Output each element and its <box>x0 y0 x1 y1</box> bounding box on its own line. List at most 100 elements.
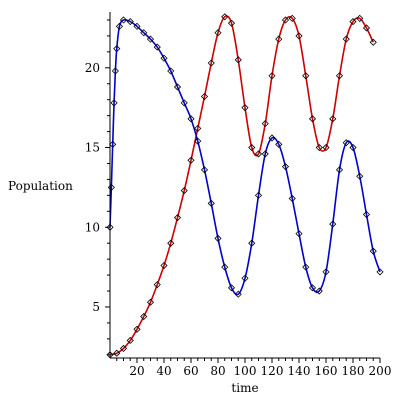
x-tick-label: 120 <box>261 364 284 378</box>
diamond-marker <box>268 134 276 142</box>
diamond-marker <box>315 143 323 152</box>
diamond-marker <box>109 140 117 148</box>
diamond-marker <box>281 16 290 24</box>
diamond-marker <box>261 120 269 128</box>
marker-series-1 <box>106 13 377 359</box>
diamond-marker <box>322 143 330 152</box>
diamond-marker <box>167 239 175 247</box>
diamond-marker <box>110 99 118 107</box>
x-tick-label: 160 <box>315 364 338 378</box>
diamond-marker <box>315 287 323 295</box>
diamond-marker <box>119 344 128 352</box>
diamond-marker <box>173 83 182 91</box>
diamond-marker <box>241 274 249 282</box>
diamond-marker <box>194 137 202 145</box>
diamond-marker <box>248 143 256 152</box>
diamond-marker <box>261 150 269 158</box>
diamond-marker <box>194 124 202 132</box>
diamond-marker <box>241 104 249 112</box>
diamond-marker <box>153 43 161 51</box>
diamond-marker <box>221 13 229 21</box>
diamond-marker <box>295 230 303 238</box>
x-tick-label: 140 <box>288 364 311 378</box>
diamond-marker <box>126 18 134 26</box>
marker-series-2 <box>106 16 384 298</box>
diamond-marker <box>302 72 310 80</box>
diamond-marker <box>180 99 188 107</box>
y-tick-label: 10 <box>85 220 100 234</box>
diamond-marker <box>329 220 337 228</box>
x-tick-label: 20 <box>129 364 144 378</box>
diamond-marker <box>113 45 121 53</box>
diamond-marker <box>214 29 222 37</box>
diamond-marker <box>167 67 175 75</box>
diamond-marker <box>268 72 276 80</box>
y-tick-label: 20 <box>85 61 100 75</box>
diamond-marker <box>146 35 155 43</box>
y-axis-title: Population <box>8 179 73 193</box>
series-line-1 <box>109 15 374 356</box>
diamond-marker <box>227 284 236 292</box>
diamond-marker <box>342 139 350 147</box>
diamond-marker <box>356 14 364 22</box>
diamond-marker <box>119 16 128 24</box>
diamond-marker <box>187 156 195 164</box>
x-axis-ticks: 20 40 60 80 100 120 140 160 180 200 <box>116 358 391 378</box>
x-tick-label: 40 <box>156 364 171 378</box>
diamond-marker <box>288 194 296 203</box>
diamond-marker <box>369 38 377 46</box>
diamond-marker <box>308 115 317 123</box>
diamond-marker <box>200 166 209 174</box>
plot-curves <box>109 15 381 356</box>
diamond-marker <box>160 54 168 62</box>
diamond-marker <box>234 56 242 64</box>
diamond-marker <box>275 140 283 148</box>
diamond-marker <box>140 312 148 321</box>
diamond-marker <box>335 166 344 174</box>
x-tick-label: 80 <box>210 364 225 378</box>
diamond-marker <box>111 67 119 75</box>
diamond-marker <box>362 210 371 219</box>
diamond-marker <box>221 263 229 271</box>
diamond-marker <box>362 24 371 32</box>
series-line-2 <box>109 18 381 296</box>
diamond-marker <box>369 247 377 255</box>
diamond-marker <box>173 214 182 222</box>
diamond-marker <box>302 263 310 271</box>
x-tick-label: 180 <box>342 364 365 378</box>
diamond-marker <box>295 32 303 40</box>
diamond-marker <box>248 239 256 247</box>
diamond-marker <box>308 284 317 292</box>
diamond-marker <box>254 150 263 158</box>
diamond-marker <box>107 183 115 191</box>
diamond-marker <box>126 336 134 345</box>
diamond-marker <box>329 115 337 123</box>
y-tick-label: 15 <box>85 141 100 155</box>
diamond-marker <box>335 72 344 80</box>
plot-markers <box>106 13 384 359</box>
diamond-marker <box>254 191 263 199</box>
y-tick-label: 5 <box>92 300 100 314</box>
y-axis-ticks: 5 10 15 20 <box>85 19 110 356</box>
x-tick-label: 60 <box>183 364 198 378</box>
diamond-marker <box>275 35 283 43</box>
diamond-marker <box>153 281 161 289</box>
diamond-marker <box>234 290 242 298</box>
diamond-marker <box>115 22 124 30</box>
diamond-marker <box>187 115 195 123</box>
diamond-marker <box>214 234 222 242</box>
diamond-marker <box>322 268 330 276</box>
diamond-marker <box>207 59 215 67</box>
diamond-marker <box>349 18 357 26</box>
diamond-marker <box>281 163 290 171</box>
diamond-marker <box>160 261 168 270</box>
diamond-marker <box>200 92 209 101</box>
diamond-marker <box>227 19 236 27</box>
diamond-marker <box>376 268 384 276</box>
diamond-marker <box>113 349 121 357</box>
diamond-marker <box>140 29 148 37</box>
diamond-marker <box>349 143 357 152</box>
diamond-marker <box>342 35 350 43</box>
x-tick-label: 100 <box>234 364 257 378</box>
